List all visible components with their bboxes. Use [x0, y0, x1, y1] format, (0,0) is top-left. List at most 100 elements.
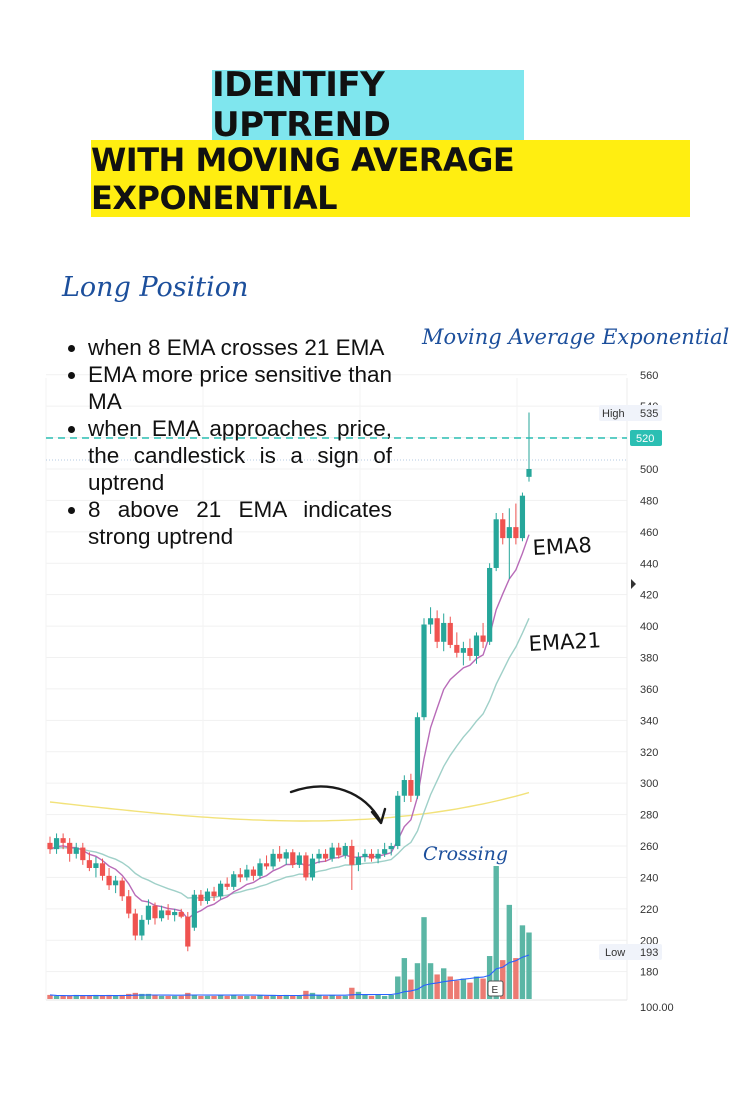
candle-body: [270, 853, 276, 867]
candle-body: [277, 853, 283, 859]
candle-body: [237, 874, 243, 878]
volume-bar: [309, 992, 316, 999]
volume-bar: [362, 994, 368, 999]
candle-body: [106, 875, 112, 886]
volume-bar: [112, 995, 119, 999]
volume-bar: [421, 917, 427, 999]
volume-bar: [119, 994, 125, 999]
earnings-marker-label: E: [492, 985, 499, 996]
crossing-annotation: Crossing: [423, 843, 508, 865]
volume-bar: [198, 995, 204, 999]
price-tick-label: 400: [640, 621, 658, 633]
low-value: 193: [640, 947, 658, 959]
volume-bar: [211, 995, 217, 999]
volume-bar: [440, 968, 447, 999]
axis-marker-icon: [631, 579, 636, 589]
volume-bar: [342, 995, 348, 999]
ema21-annotation: EMA21: [528, 628, 602, 656]
volume-bar: [139, 993, 145, 999]
volume-bar: [408, 979, 414, 999]
volume-bar: [401, 958, 408, 999]
candlesticks: [47, 412, 532, 952]
volume-bar: [486, 956, 493, 999]
volume-bar: [513, 958, 519, 999]
candle-body: [355, 856, 361, 865]
candle-body: [47, 842, 53, 850]
volume-bar: [270, 994, 276, 999]
candle-body: [145, 905, 152, 920]
volume-bar: [132, 992, 139, 999]
indicator-lines: [49, 534, 530, 920]
candle-body: [224, 883, 230, 887]
candle-body: [362, 853, 368, 857]
volume-bar: [368, 995, 375, 999]
candle-body: [283, 852, 289, 859]
bullet-item: when 8 EMA crosses 21 EMA: [88, 334, 392, 361]
volume-bar: [493, 866, 499, 999]
price-tick-label: 360: [640, 684, 658, 696]
candle-body: [257, 863, 263, 876]
candle-body: [113, 880, 119, 886]
price-tick-label: 500: [640, 464, 658, 476]
candle-body: [342, 846, 348, 856]
high-value: 535: [640, 408, 658, 420]
volume-bar: [480, 978, 486, 999]
candle-body: [388, 846, 394, 850]
volume-bar: [276, 995, 283, 999]
bullet-item: 8 above 21 EMA indicates strong uptrend: [88, 496, 392, 550]
candle-body: [290, 852, 296, 865]
volume-bar: [145, 993, 152, 999]
candle-body: [191, 894, 197, 928]
volume-bar: [106, 994, 112, 999]
candle-body: [368, 853, 375, 859]
volume-bar: [447, 976, 453, 999]
candle-body: [99, 863, 106, 876]
bullet-item: EMA more price sensitive than MA: [88, 361, 392, 415]
candle-body: [296, 855, 302, 865]
volume-bar: [204, 995, 211, 999]
candle-body: [506, 527, 512, 539]
candle-body: [119, 880, 125, 897]
volume-bar: [250, 995, 257, 999]
candle-body: [382, 849, 388, 854]
candle-body: [349, 846, 355, 865]
volume-bar: [381, 995, 388, 999]
candle-body: [309, 858, 316, 878]
volume-axis-label: 100.00: [640, 1002, 674, 1014]
candle-body: [447, 622, 453, 645]
candle-body: [139, 919, 145, 936]
candle-body: [204, 891, 211, 901]
candle-body: [218, 883, 224, 897]
high-label: High: [602, 408, 625, 420]
volume-bar: [165, 995, 171, 999]
volume-bar: [237, 995, 243, 999]
candle-body: [73, 847, 79, 854]
candle-body: [185, 916, 191, 947]
candle-body: [231, 874, 237, 887]
candle-body: [80, 847, 86, 861]
candle-body: [375, 853, 381, 859]
chart-heading: Moving Average Exponential: [422, 325, 730, 349]
bullet-list: when 8 EMA crosses 21 EMA EMA more price…: [56, 334, 392, 550]
price-tick-label: 460: [640, 527, 658, 539]
candle-body: [519, 495, 526, 539]
volume-bar: [191, 994, 198, 999]
volume-bar: [47, 994, 53, 999]
candle-body: [408, 780, 414, 796]
ema8-annotation: EMA8: [532, 533, 592, 560]
volume-bar: [427, 963, 434, 999]
price-tick-label: 180: [640, 967, 658, 979]
volume-bar: [467, 982, 473, 999]
volume-bar: [73, 994, 79, 999]
candle-body: [178, 911, 184, 917]
volume-bar: [126, 993, 132, 999]
candle-body: [454, 644, 460, 653]
price-tick-label: 440: [640, 558, 658, 570]
title-line-2: WITH MOVING AVERAGE EXPONENTIAL: [91, 140, 690, 217]
candle-body: [467, 648, 473, 656]
volume-bar: [152, 994, 158, 999]
volume-bar: [217, 994, 224, 999]
candle-body: [434, 618, 440, 642]
price-tick-label: 380: [640, 653, 658, 665]
